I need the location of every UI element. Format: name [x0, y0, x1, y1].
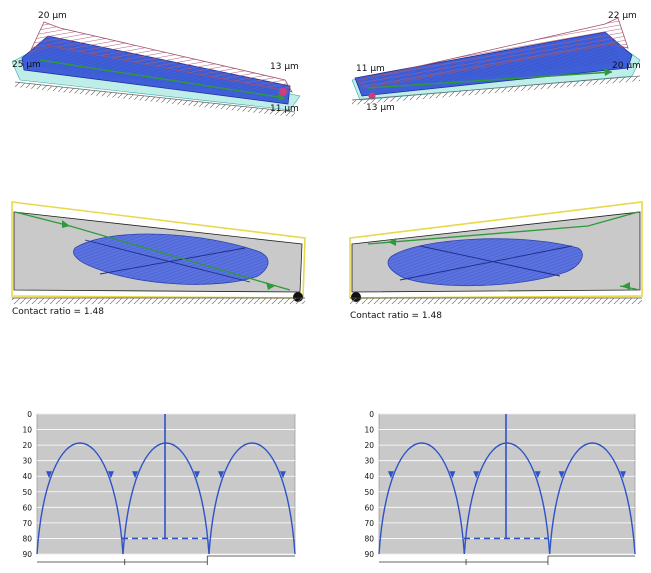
- arch-arrow: [46, 471, 53, 479]
- label-tl-1: 20 µm: [38, 11, 67, 21]
- panel-top-left-3d: 20 µm 25 µm 13 µm 11 µm: [11, 11, 301, 117]
- ground-hatch: [350, 298, 642, 304]
- arrow-head: [622, 282, 630, 290]
- panel-top-right-3d: 22 µm 11 µm 20 µm 13 µm: [351, 11, 641, 113]
- label-tl-2: 25 µm: [12, 60, 41, 70]
- label-tr-4: 13 µm: [366, 103, 395, 113]
- series-arch-2: [463, 442, 551, 555]
- pressure-envelope: [29, 21, 293, 93]
- contact-ratio-caption-left: Contact ratio = 1.48: [12, 307, 104, 317]
- y-tick-label: 50: [364, 488, 374, 497]
- y-tick-label: 90: [22, 550, 32, 559]
- y-tick-label: 70: [364, 519, 374, 528]
- chart-left: 0 10 20 30 40 50 60 70 80 90: [22, 410, 296, 565]
- arrow-head: [388, 238, 396, 246]
- y-tick-label: 40: [364, 472, 374, 481]
- arch-arrow: [620, 471, 627, 479]
- y-tick-label: 70: [22, 519, 32, 528]
- ellipse-axis-2: [419, 245, 561, 277]
- series-arch-1: [36, 442, 124, 555]
- contact-point-marker: [368, 92, 376, 100]
- series-arch-2: [122, 442, 210, 555]
- ellipse-axis-2: [99, 247, 246, 275]
- contact-ellipse-hatch: [73, 234, 269, 285]
- ground-hatch: [12, 298, 305, 304]
- y-tick-label: 10: [22, 426, 32, 435]
- plot-area: [378, 413, 636, 555]
- ellipse-axis-1: [399, 245, 573, 281]
- label-tl-3: 13 µm: [270, 62, 299, 72]
- arrow-head: [278, 94, 285, 101]
- y-tick-label: 10: [364, 426, 374, 435]
- series-arch-3: [208, 442, 296, 555]
- path-of-contact: [39, 59, 286, 99]
- arrow-head: [62, 220, 70, 228]
- label-tr-1: 22 µm: [608, 11, 637, 21]
- arch-arrow: [449, 471, 456, 479]
- label-tl-4: 11 µm: [270, 104, 299, 114]
- plot-area: [36, 413, 296, 555]
- y-tick-label: 30: [22, 457, 32, 466]
- arch-arrow: [279, 471, 286, 479]
- arch-arrow: [132, 471, 139, 479]
- label-tr-2: 11 µm: [356, 64, 385, 74]
- y-tick-label: 50: [22, 488, 32, 497]
- path-of-contact: [367, 71, 613, 89]
- y-tick-label: 20: [364, 441, 374, 450]
- arch-arrow: [534, 471, 541, 479]
- arrow-head: [266, 282, 275, 290]
- series-arch-3: [548, 442, 636, 555]
- y-tick-label: 40: [22, 472, 32, 481]
- pressure-envelope: [357, 17, 629, 89]
- series-arch-1: [378, 442, 466, 555]
- y-tick-label: 80: [22, 534, 32, 543]
- contact-point-marker: [279, 88, 287, 96]
- ellipse-axis-1: [84, 239, 251, 283]
- y-tick-label: 80: [364, 534, 374, 543]
- y-tick-label: 60: [364, 503, 374, 512]
- arch-arrow: [558, 471, 565, 479]
- y-tick-label: 90: [364, 550, 374, 559]
- arch-arrow: [387, 471, 394, 479]
- y-tick-label: 30: [364, 457, 374, 466]
- label-tr-3: 20 µm: [612, 61, 641, 71]
- arch-arrow: [218, 471, 225, 479]
- arch-arrow: [107, 471, 114, 479]
- panel-mid-right-contact: Contact ratio = 1.48: [349, 201, 643, 321]
- contact-ratio-caption-right: Contact ratio = 1.48: [350, 311, 442, 321]
- y-tick-label: 0: [369, 410, 374, 419]
- arch-arrow: [473, 471, 480, 479]
- ground-hatch: [15, 82, 295, 117]
- ground-hatch: [352, 76, 640, 105]
- y-tick-label: 60: [22, 503, 32, 512]
- chart-right: 0 10 20 30 40 50 60 70 80 90: [364, 410, 636, 565]
- line-of-action: [367, 211, 639, 245]
- panel-mid-left-contact: Contact ratio = 1.48: [11, 201, 306, 317]
- contact-ellipse-hatch: [388, 238, 583, 286]
- y-tick-label: 0: [27, 410, 32, 419]
- arch-arrow: [193, 471, 200, 479]
- arrow-head: [604, 68, 612, 76]
- y-tick-label: 20: [22, 441, 32, 450]
